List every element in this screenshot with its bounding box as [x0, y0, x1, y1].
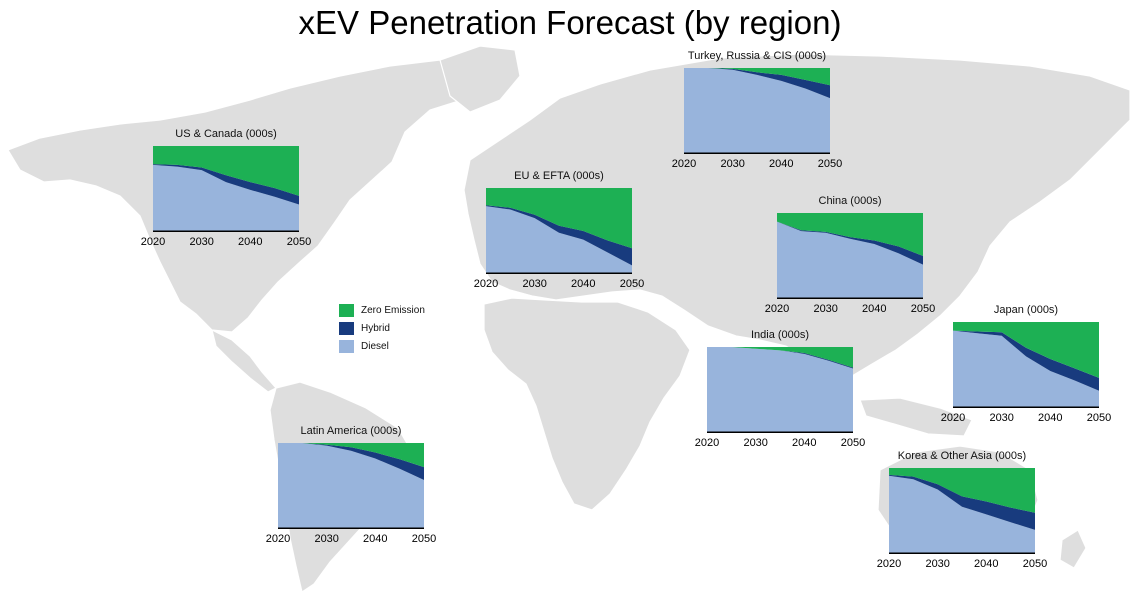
x-tick-label: 2050: [910, 303, 936, 315]
series-area-diesel: [684, 68, 830, 154]
chart-title: India (000s): [750, 329, 810, 341]
southeast-asia-islands: [859, 397, 973, 437]
x-tick-label: 2040: [862, 303, 887, 315]
series-area-diesel: [889, 475, 1035, 554]
x-tick-label: 2020: [671, 158, 697, 170]
eu-efta-plot: [486, 188, 632, 274]
x-tick-label: 2020: [694, 437, 720, 449]
us-canada-plot: [153, 146, 299, 232]
legend-label: Diesel: [361, 340, 389, 352]
legend-item-diesel: Diesel: [339, 337, 425, 355]
series-area-zero-emission: [684, 68, 830, 86]
x-tick-label: 2040: [974, 558, 999, 570]
x-tick-label: 2050: [1022, 558, 1048, 570]
india-plot: [707, 347, 853, 433]
x-tick-label: 2030: [743, 437, 768, 449]
x-tick-label: 2020: [940, 412, 966, 424]
legend-label: Hybrid: [361, 322, 390, 334]
series-area-zero-emission: [153, 146, 299, 196]
legend-swatch: [339, 339, 354, 353]
series-area-zero-emission: [953, 322, 1099, 378]
x-tick-label: 2040: [1038, 412, 1063, 424]
series-area-zero-emission: [889, 468, 1035, 513]
x-tick-label: 2020: [764, 303, 790, 315]
x-tick-label: 2030: [989, 412, 1014, 424]
chart-title: Turkey, Russia & CIS (000s): [687, 50, 827, 62]
series-area-diesel: [707, 347, 853, 433]
x-tick-label: 2020: [876, 558, 902, 570]
legend-item-zero-emission: Zero Emission: [339, 301, 425, 319]
x-tick-label: 2030: [522, 278, 547, 290]
new-zealand-landmass: [1059, 529, 1087, 569]
china-plot: [777, 213, 923, 299]
legend-swatch: [339, 321, 354, 335]
chart-title: Korea & Other Asia (000s): [897, 450, 1027, 462]
x-tick-label: 2050: [619, 278, 645, 290]
japan-plot: [953, 322, 1099, 408]
legend-item-hybrid: Hybrid: [339, 319, 425, 337]
x-tick-label: 2040: [792, 437, 817, 449]
series-area-diesel: [153, 164, 299, 232]
x-tick-label: 2040: [769, 158, 794, 170]
central-america-landmass: [211, 328, 277, 393]
korea-other-asia-plot: [889, 468, 1035, 554]
x-tick-label: 2050: [1086, 412, 1112, 424]
x-tick-label: 2040: [571, 278, 596, 290]
chart-legend: Zero Emission Hybrid Diesel: [339, 301, 425, 355]
latin-america-plot: [278, 443, 424, 529]
series-area-diesel: [777, 221, 923, 299]
x-tick-label: 2030: [813, 303, 838, 315]
series-area-zero-emission: [486, 188, 632, 249]
x-tick-label: 2020: [265, 533, 291, 545]
x-tick-label: 2030: [314, 533, 339, 545]
series-area-zero-emission: [278, 443, 424, 468]
x-tick-label: 2040: [363, 533, 388, 545]
chart-title: Latin America (000s): [300, 425, 402, 437]
x-tick-label: 2050: [840, 437, 866, 449]
x-tick-label: 2030: [189, 236, 214, 248]
x-tick-label: 2050: [817, 158, 843, 170]
x-tick-label: 2020: [140, 236, 166, 248]
series-area-zero-emission: [777, 213, 923, 256]
legend-label: Zero Emission: [361, 304, 425, 316]
series-area-hybrid: [889, 474, 1035, 530]
turkey-russia-cis-plot: [684, 68, 830, 154]
x-tick-label: 2040: [238, 236, 263, 248]
chart-title: EU & EFTA (000s): [514, 170, 604, 182]
series-area-hybrid: [953, 330, 1099, 391]
x-tick-label: 2050: [411, 533, 437, 545]
series-area-diesel: [953, 330, 1099, 408]
chart-title: China (000s): [818, 195, 882, 207]
x-tick-label: 2050: [286, 236, 312, 248]
greenland-landmass: [439, 45, 521, 113]
legend-swatch: [339, 303, 354, 317]
chart-title: US & Canada (000s): [175, 128, 277, 140]
africa-landmass: [483, 297, 691, 511]
page-title: xEV Penetration Forecast (by region): [298, 4, 842, 41]
x-tick-label: 2030: [720, 158, 745, 170]
x-tick-label: 2030: [925, 558, 950, 570]
series-area-diesel: [278, 443, 424, 529]
chart-title: Japan (000s): [993, 304, 1059, 316]
series-area-hybrid: [684, 68, 830, 99]
series-area-zero-emission: [707, 347, 853, 368]
x-tick-label: 2020: [473, 278, 499, 290]
series-area-diesel: [486, 206, 632, 274]
series-area-hybrid: [278, 443, 424, 480]
